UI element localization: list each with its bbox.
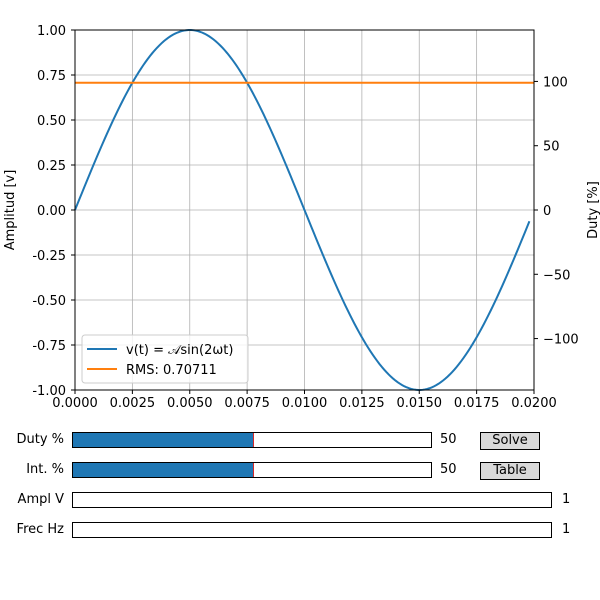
solve-button[interactable]: Solve	[480, 432, 540, 450]
frequency-label: Frec Hz	[16, 522, 64, 537]
intensity-value: 50	[440, 462, 457, 477]
tick-layer: 0.0000 0.0025 0.0050 0.0075 0.0100 0.0125 0.01…	[32, 24, 578, 411]
y-tick-label: 0.25	[37, 159, 66, 174]
legend: v(t) = 𝒜sin(2ωt) RMS: 0.70711	[81, 334, 249, 384]
y2-tick-label: 100	[543, 75, 568, 90]
sine-series-line	[74, 29, 531, 391]
y-tick-label: 0.75	[37, 69, 66, 84]
duty-value: 50	[440, 432, 457, 447]
y2-tick-label: −100	[543, 333, 579, 348]
y-tick-label: -1.00	[32, 384, 66, 399]
frequency-value: 1	[562, 522, 571, 537]
y2-tick-label: 50	[543, 140, 560, 155]
duty-slider-initial-mark	[253, 433, 254, 447]
x-tick-label: 0.0150	[397, 396, 443, 411]
legend-label-rms: RMS: 0.70711	[126, 363, 217, 378]
x-tick-label: 0.0125	[339, 396, 385, 411]
y-tick-label: -0.75	[32, 339, 66, 354]
x-tick-label: 0.0175	[454, 396, 500, 411]
amplitude-label: Ampl V	[17, 492, 64, 507]
x-tick-label: 0.0000	[52, 396, 98, 411]
frequency-slider[interactable]	[72, 522, 552, 538]
x-tick-label: 0.0100	[282, 396, 328, 411]
x-tick-label: 0.0075	[224, 396, 270, 411]
y-tick-label: 1.00	[37, 24, 66, 39]
series-layer	[74, 29, 534, 391]
y2-tick-label: 0	[543, 204, 551, 219]
y-tick-label: 0.00	[37, 204, 66, 219]
legend-box	[81, 334, 249, 384]
y-tick-label: 0.50	[37, 114, 66, 129]
y-tick-label: -0.25	[32, 249, 66, 264]
intensity-slider-initial-mark	[253, 463, 254, 477]
plot-area: 0.0000 0.0025 0.0050 0.0075 0.0100 0.0125 0.01…	[3, 24, 600, 411]
x-tick-label: 0.0200	[511, 396, 557, 411]
table-button[interactable]: Table	[480, 462, 540, 480]
duty-slider[interactable]	[72, 432, 432, 448]
amplitude-slider[interactable]	[72, 492, 552, 508]
intensity-slider[interactable]	[72, 462, 432, 478]
y2-axis-label: Duty [%]	[586, 181, 600, 239]
amplitude-value: 1	[562, 492, 571, 507]
y-axis-label: Amplitud [v]	[3, 170, 18, 251]
intensity-label: Int. %	[26, 462, 64, 477]
x-tick-label: 0.0050	[167, 396, 213, 411]
x-tick-label: 0.0025	[110, 396, 156, 411]
intensity-slider-fill	[73, 463, 253, 477]
y-tick-label: -0.50	[32, 294, 66, 309]
duty-label: Duty %	[16, 432, 64, 447]
y2-tick-label: −50	[543, 268, 570, 283]
legend-label-sine: v(t) = 𝒜sin(2ωt)	[126, 343, 233, 358]
duty-slider-fill	[73, 433, 253, 447]
